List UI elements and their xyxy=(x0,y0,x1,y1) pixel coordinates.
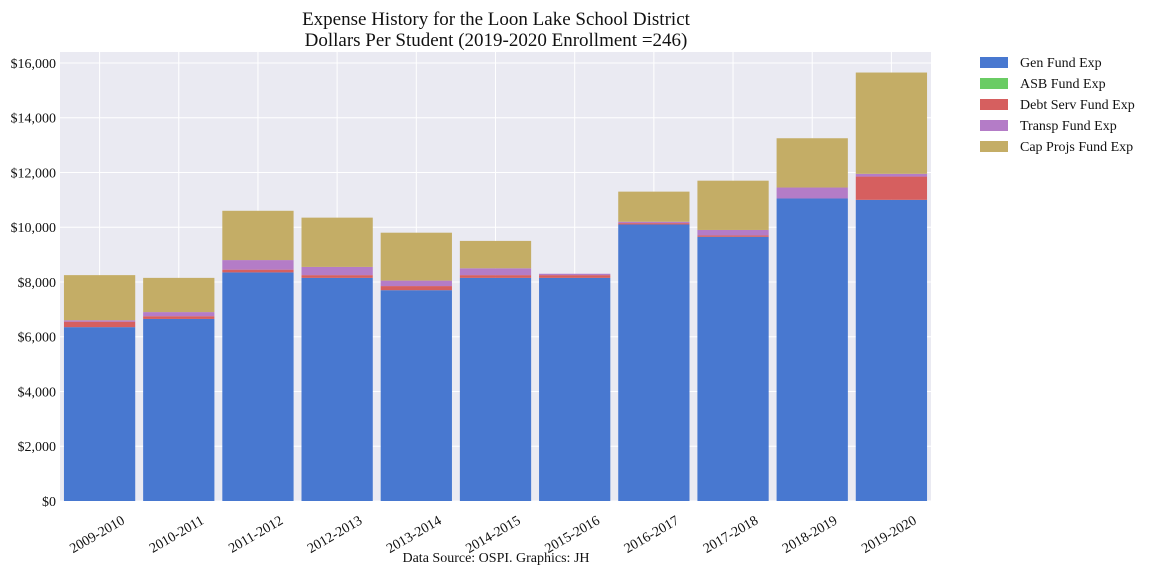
x-tick-label: 2018-2019 xyxy=(780,513,840,556)
legend: Gen Fund Exp ASB Fund Exp Debt Serv Fund E… xyxy=(980,56,1135,155)
bar-segment xyxy=(697,229,769,236)
x-tick-label: 2016-2017 xyxy=(622,513,682,556)
bar-segment xyxy=(222,272,294,501)
legend-swatch xyxy=(980,78,1008,89)
bar-segment xyxy=(776,187,848,199)
bar-segment xyxy=(63,320,136,322)
x-tick-label: 2012-2013 xyxy=(305,513,365,556)
bar-segment xyxy=(618,221,690,224)
y-tick-label: $4,000 xyxy=(18,385,57,400)
bar-segment xyxy=(380,232,452,281)
bar-segment xyxy=(459,268,532,276)
bar-segment xyxy=(618,223,690,225)
bar-segment xyxy=(459,275,532,278)
bar-segment xyxy=(222,269,294,273)
bar-segment xyxy=(222,260,294,270)
bar-segment xyxy=(301,217,373,267)
x-tick-label: 2019-2020 xyxy=(859,513,919,556)
legend-label: Debt Serv Fund Exp xyxy=(1020,98,1135,113)
legend-label: Transp Fund Exp xyxy=(1020,119,1117,134)
bar-segment xyxy=(301,275,373,278)
data-source-note: Data Source: OSPI. Graphics: JH xyxy=(402,551,589,566)
legend-swatch xyxy=(980,141,1008,152)
y-tick-label: $2,000 xyxy=(18,440,57,455)
bar-segment xyxy=(855,173,928,177)
legend-swatch xyxy=(980,99,1008,110)
y-tick-label: $14,000 xyxy=(11,112,57,127)
bar-segment xyxy=(855,176,928,200)
legend-label: Cap Projs Fund Exp xyxy=(1020,140,1133,155)
bar-segment xyxy=(459,277,532,501)
y-tick-label: $8,000 xyxy=(18,276,57,291)
x-tick-label: 2010-2011 xyxy=(147,513,207,556)
bar-segment xyxy=(697,235,769,237)
bar-segment xyxy=(539,273,611,276)
x-tick-label: 2009-2010 xyxy=(68,513,128,556)
bar-stacks xyxy=(63,72,928,502)
bar-segment xyxy=(301,277,373,501)
y-axis: $0 $2,000 $4,000 $6,000 $8,000 $10,000 $12,000… xyxy=(11,57,57,510)
bar-segment xyxy=(143,316,215,319)
legend-label: Gen Fund Exp xyxy=(1020,56,1102,71)
y-tick-label: $12,000 xyxy=(11,166,57,181)
bar-segment xyxy=(380,280,452,287)
bar-segment xyxy=(697,180,769,230)
bar-segment xyxy=(63,321,136,328)
bar-segment xyxy=(855,199,928,501)
bar-segment xyxy=(459,240,532,269)
bar-segment xyxy=(776,138,848,188)
bar-segment xyxy=(380,286,452,291)
bar-segment xyxy=(222,210,294,261)
bar-segment xyxy=(697,236,769,502)
bar-segment xyxy=(143,277,215,313)
bar-segment xyxy=(776,198,848,501)
bar-segment xyxy=(539,277,611,501)
bar-segment xyxy=(380,290,452,501)
x-tick-label: 2017-2018 xyxy=(701,513,761,556)
bar-segment xyxy=(539,275,611,278)
legend-swatch xyxy=(980,57,1008,68)
chart-title: Expense History for the Loon Lake School… xyxy=(302,9,691,30)
bar-segment xyxy=(63,275,136,321)
y-tick-label: $6,000 xyxy=(18,331,57,346)
bar-segment xyxy=(143,318,215,501)
bar-segment xyxy=(618,191,690,222)
bar-segment xyxy=(618,224,690,502)
x-tick-label: 2011-2012 xyxy=(226,513,286,556)
bar-segment xyxy=(855,72,928,174)
y-tick-label: $16,000 xyxy=(11,57,57,72)
bar-segment xyxy=(301,266,373,276)
legend-label: ASB Fund Exp xyxy=(1020,77,1106,92)
y-tick-label: $10,000 xyxy=(11,221,57,236)
bar-segment xyxy=(143,312,215,317)
y-tick-label: $0 xyxy=(42,495,56,510)
legend-swatch xyxy=(980,120,1008,131)
chart-subtitle: Dollars Per Student (2019-2020 Enrollmen… xyxy=(305,30,688,51)
bar-segment xyxy=(63,327,136,501)
